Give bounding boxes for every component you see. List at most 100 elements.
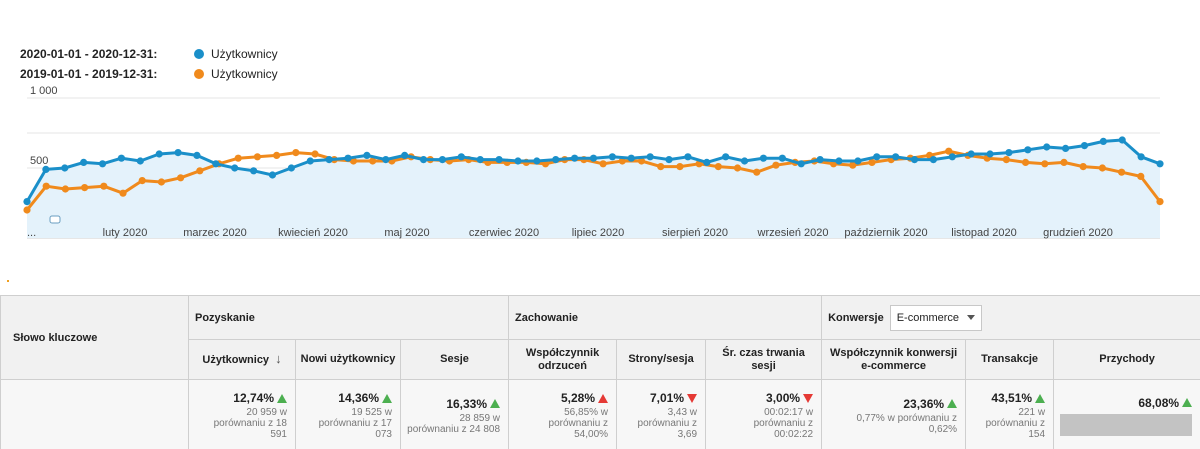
data-point-2020 [193, 151, 201, 159]
group-acquisition: Pozyskanie [187, 295, 510, 340]
data-point-2020 [910, 156, 919, 164]
data-point-2019 [273, 151, 281, 159]
chart-legend: 2020-01-01 - 2020-12-31: Użytkownicy 201… [20, 44, 278, 84]
x-tick-label: ... [27, 227, 36, 239]
conversion-type-value: E-commerce [896, 311, 960, 324]
data-point-2019 [253, 153, 262, 161]
conversion-type-select[interactable]: E-commerce [889, 304, 982, 331]
x-tick-label: kwiecień 2020 [278, 227, 348, 239]
x-tick-label: maj 2020 [384, 227, 429, 239]
col-pages-per-session[interactable]: Strony/sesja [616, 339, 707, 380]
group-behavior: Zachowanie [508, 295, 823, 340]
x-tick-label: grudzień 2020 [1043, 227, 1113, 239]
line-chart[interactable]: 1 000 500... luty 2020 marzec 2020 kwiecień … [0, 86, 1200, 246]
col-ecommerce-conversion-rate[interactable]: Współczynnik konwersji e-commerce [821, 339, 967, 380]
data-point-2019 [657, 163, 665, 171]
data-point-2019 [1137, 172, 1145, 180]
data-point-2020 [778, 154, 786, 162]
data-point-2020 [740, 157, 749, 165]
data-point-2020 [495, 156, 503, 164]
data-point-2019 [1021, 158, 1030, 166]
data-point-2020 [1099, 137, 1107, 145]
summary-new-users-pct: 14,36% [338, 391, 379, 405]
legend-period-2020: 2020-01-01 - 2020-12-31: [20, 47, 158, 61]
data-point-2019 [1079, 163, 1087, 171]
col-revenue[interactable]: Przychody [1053, 339, 1200, 380]
data-point-2020 [117, 154, 126, 162]
legend-row-2019[interactable]: 2019-01-01 - 2019-12-31: Użytkownicy [20, 64, 278, 84]
x-tick-label: listopad 2020 [951, 227, 1016, 239]
x-tick-label: październik 2020 [844, 227, 927, 239]
data-point-2020 [438, 156, 447, 164]
x-tick-label: czerwiec 2020 [469, 227, 539, 239]
summary-avg-duration: 3,00% 00:02:17 w porównaniu z 00:02:22 [705, 379, 823, 449]
summary-new-users: 14,36% 19 525 w porównaniu z 17 073 [295, 379, 401, 449]
data-point-2020 [476, 156, 484, 164]
data-point-2019 [753, 168, 761, 176]
col-transactions[interactable]: Transakcje [965, 339, 1055, 380]
annotation-marker-icon[interactable] [49, 215, 61, 224]
data-point-2020 [344, 154, 352, 162]
data-point-2020 [382, 156, 390, 164]
decorative-dot [7, 280, 9, 282]
data-point-2020 [892, 153, 900, 161]
x-tick-label: wrzesień 2020 [757, 227, 829, 239]
data-point-2020 [98, 160, 107, 168]
data-point-2019 [1041, 160, 1049, 168]
data-point-2019 [292, 149, 300, 157]
summary-keyword-cell [0, 379, 189, 449]
data-point-2020 [174, 149, 182, 157]
data-point-2019 [42, 182, 50, 190]
summary-bounce-rate: 5,28% 56,85% w porównaniu z 54,00% [508, 379, 618, 449]
col-sessions[interactable]: Sesje [399, 339, 510, 380]
col-new-users[interactable]: Nowi użytkownicy [295, 339, 401, 380]
data-point-2019 [100, 182, 108, 190]
data-point-2020 [873, 153, 881, 161]
legend-period-2019: 2019-01-01 - 2019-12-31: [20, 67, 158, 81]
summary-conversion-rate-cmp: 0,77% w porównaniu z 0,62% [856, 412, 958, 435]
data-point-2020 [646, 153, 654, 161]
summary-pages-per-session-cmp: 3,43 w porównaniu z 3,69 [637, 407, 698, 440]
data-point-2020 [401, 151, 409, 159]
data-point-2020 [854, 157, 862, 165]
summary-new-users-cmp: 19 525 w porównaniu z 17 073 [318, 407, 392, 440]
data-point-2020 [363, 151, 371, 159]
data-point-2020 [1080, 142, 1089, 150]
summary-conversion-rate: 23,36% 0,77% w porównaniu z 0,62% [821, 379, 967, 449]
data-point-2019 [311, 150, 319, 158]
data-point-2020 [268, 171, 277, 179]
redacted-block [1060, 413, 1193, 436]
data-point-2019 [177, 174, 185, 182]
conversions-label: Konwersje [828, 311, 884, 324]
data-point-2019 [23, 206, 31, 214]
summary-bounce-rate-pct: 5,28% [561, 391, 596, 405]
keyword-header[interactable]: Słowo kluczowe [0, 295, 189, 380]
data-point-2020 [1005, 149, 1013, 157]
group-header-row: Słowo kluczowe Pozyskanie Zachowanie Kon… [0, 295, 1200, 380]
data-point-2020 [1137, 153, 1145, 161]
data-point-2020 [325, 156, 333, 164]
summary-revenue-pct: 68,08% [1138, 395, 1180, 410]
data-point-2019 [157, 178, 166, 186]
col-users-label: Użytkownicy [202, 354, 270, 366]
col-bounce-rate[interactable]: Współczynnik odrzuceń [508, 339, 618, 380]
x-tick-label: lipiec 2020 [572, 227, 625, 239]
summary-sessions-cmp: 28 859 w porównaniu z 24 808 [407, 412, 501, 435]
arrow-up-icon [382, 393, 392, 403]
x-tick-label: luty 2020 [103, 227, 148, 239]
data-point-2020 [1118, 136, 1126, 144]
summary-users-pct: 12,74% [233, 391, 274, 405]
data-point-2019 [618, 157, 626, 165]
col-avg-session-duration[interactable]: Śr. czas trwania sesji [705, 339, 823, 380]
summary-transactions-cmp: 221 w porównaniu z 154 [985, 407, 1046, 440]
col-users[interactable]: Użytkownicy ↓ [188, 339, 296, 380]
summary-sessions: 16,33% 28 859 w porównaniu z 24 808 [399, 379, 510, 449]
data-point-2020 [212, 160, 220, 168]
data-point-2019 [599, 160, 607, 168]
data-point-2019 [234, 154, 242, 162]
data-point-2019 [541, 160, 550, 168]
legend-row-2020[interactable]: 2020-01-01 - 2020-12-31: Użytkownicy [20, 44, 278, 64]
summary-revenue: 68,08% [1053, 379, 1200, 449]
summary-users: 12,74% 20 959 w porównaniu z 18 591 [188, 379, 296, 449]
data-point-2019 [196, 167, 204, 175]
